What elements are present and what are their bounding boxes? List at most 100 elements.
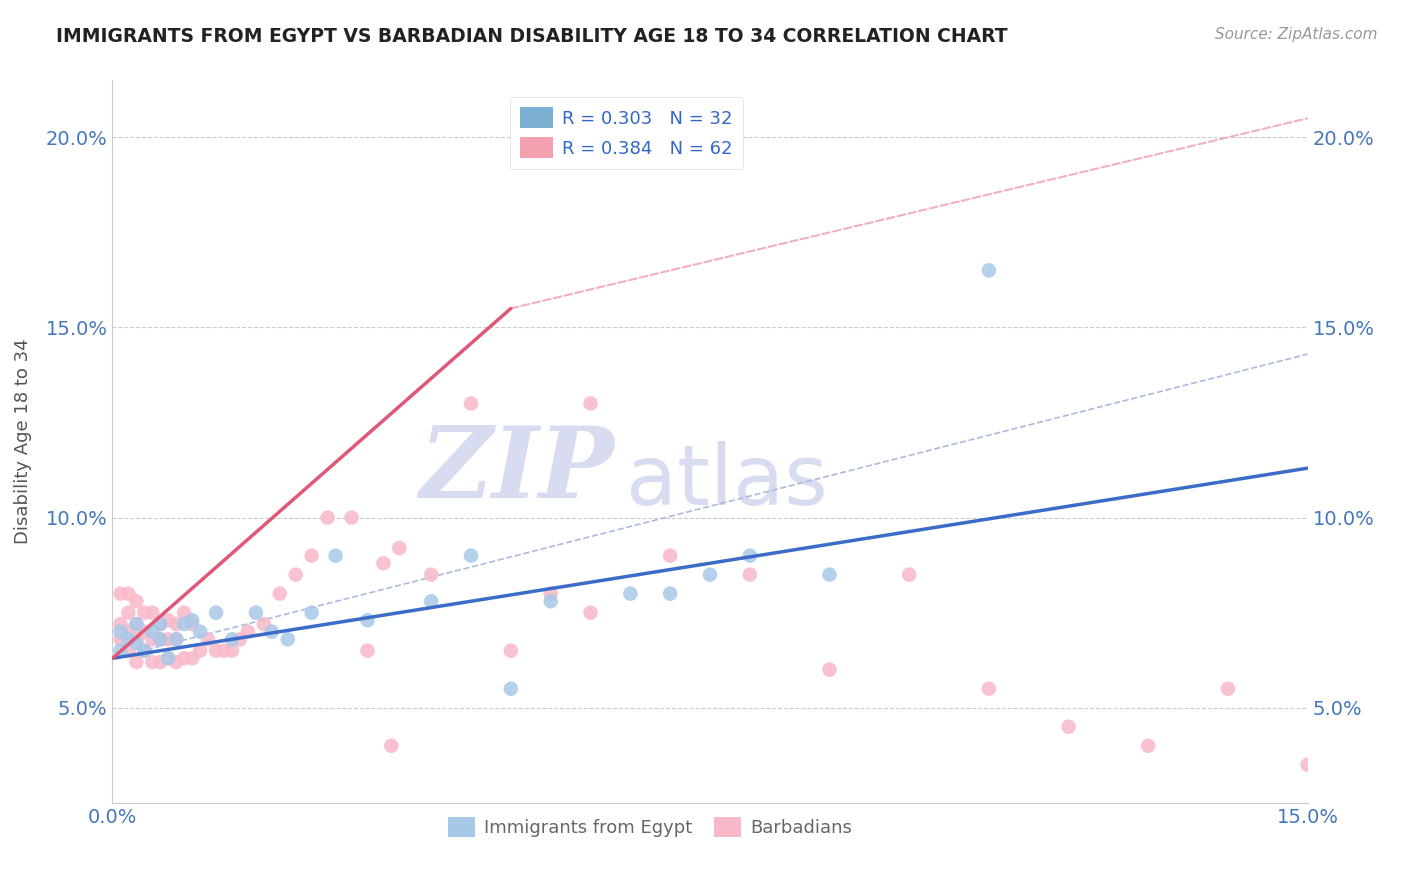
Point	[977, 263, 1000, 277]
Point	[229, 632, 252, 647]
Point	[134, 643, 156, 657]
Point	[977, 681, 1000, 696]
Point	[188, 624, 211, 639]
Point	[173, 606, 195, 620]
Point	[380, 739, 402, 753]
Point	[165, 632, 187, 647]
Point	[420, 567, 443, 582]
Point	[316, 510, 339, 524]
Y-axis label: Disability Age 18 to 34: Disability Age 18 to 34	[14, 339, 32, 544]
Point	[117, 643, 139, 657]
Point	[818, 663, 841, 677]
Point	[205, 606, 228, 620]
Point	[253, 617, 276, 632]
Point	[460, 396, 482, 410]
Point	[245, 606, 267, 620]
Point	[540, 594, 562, 608]
Point	[356, 643, 378, 657]
Point	[165, 655, 187, 669]
Point	[659, 549, 682, 563]
Point	[540, 587, 562, 601]
Point	[149, 632, 172, 647]
Point	[125, 617, 148, 632]
Point	[110, 643, 132, 657]
Point	[818, 567, 841, 582]
Point	[141, 655, 163, 669]
Point	[277, 632, 299, 647]
Point	[157, 651, 180, 665]
Point	[284, 567, 307, 582]
Point	[301, 606, 323, 620]
Point	[141, 632, 163, 647]
Point	[134, 624, 156, 639]
Point	[110, 624, 132, 639]
Text: IMMIGRANTS FROM EGYPT VS BARBADIAN DISABILITY AGE 18 TO 34 CORRELATION CHART: IMMIGRANTS FROM EGYPT VS BARBADIAN DISAB…	[56, 27, 1008, 45]
Point	[149, 617, 172, 632]
Point	[181, 617, 204, 632]
Point	[117, 587, 139, 601]
Point	[460, 549, 482, 563]
Point	[125, 632, 148, 647]
Point	[1057, 720, 1080, 734]
Point	[149, 655, 172, 669]
Point	[619, 587, 641, 601]
Point	[898, 567, 921, 582]
Point	[141, 624, 163, 639]
Point	[165, 617, 187, 632]
Point	[269, 587, 291, 601]
Legend: Immigrants from Egypt, Barbadians: Immigrants from Egypt, Barbadians	[441, 810, 859, 845]
Point	[499, 643, 522, 657]
Point	[117, 632, 139, 647]
Point	[221, 632, 243, 647]
Point	[134, 643, 156, 657]
Point	[221, 643, 243, 657]
Point	[420, 594, 443, 608]
Point	[325, 549, 347, 563]
Text: ZIP: ZIP	[419, 422, 614, 518]
Point	[165, 632, 187, 647]
Point	[110, 617, 132, 632]
Point	[188, 643, 211, 657]
Point	[110, 632, 132, 647]
Point	[738, 567, 761, 582]
Point	[738, 549, 761, 563]
Point	[212, 643, 235, 657]
Text: Source: ZipAtlas.com: Source: ZipAtlas.com	[1215, 27, 1378, 42]
Point	[356, 613, 378, 627]
Point	[125, 655, 148, 669]
Point	[579, 606, 602, 620]
Point	[260, 624, 283, 639]
Point	[236, 624, 259, 639]
Point	[141, 606, 163, 620]
Point	[388, 541, 411, 555]
Point	[197, 632, 219, 647]
Point	[110, 587, 132, 601]
Point	[125, 636, 148, 650]
Point	[157, 613, 180, 627]
Point	[117, 606, 139, 620]
Point	[1137, 739, 1160, 753]
Point	[659, 587, 682, 601]
Point	[125, 594, 148, 608]
Point	[1216, 681, 1239, 696]
Point	[1296, 757, 1319, 772]
Point	[499, 681, 522, 696]
Point	[205, 643, 228, 657]
Point	[149, 617, 172, 632]
Point	[157, 651, 180, 665]
Point	[181, 651, 204, 665]
Point	[579, 396, 602, 410]
Point	[117, 624, 139, 639]
Point	[373, 556, 395, 570]
Point	[301, 549, 323, 563]
Point	[134, 606, 156, 620]
Point	[173, 651, 195, 665]
Point	[699, 567, 721, 582]
Point	[173, 617, 195, 632]
Point	[340, 510, 363, 524]
Text: atlas: atlas	[627, 441, 828, 522]
Point	[181, 613, 204, 627]
Point	[125, 617, 148, 632]
Point	[157, 632, 180, 647]
Point	[149, 632, 172, 647]
